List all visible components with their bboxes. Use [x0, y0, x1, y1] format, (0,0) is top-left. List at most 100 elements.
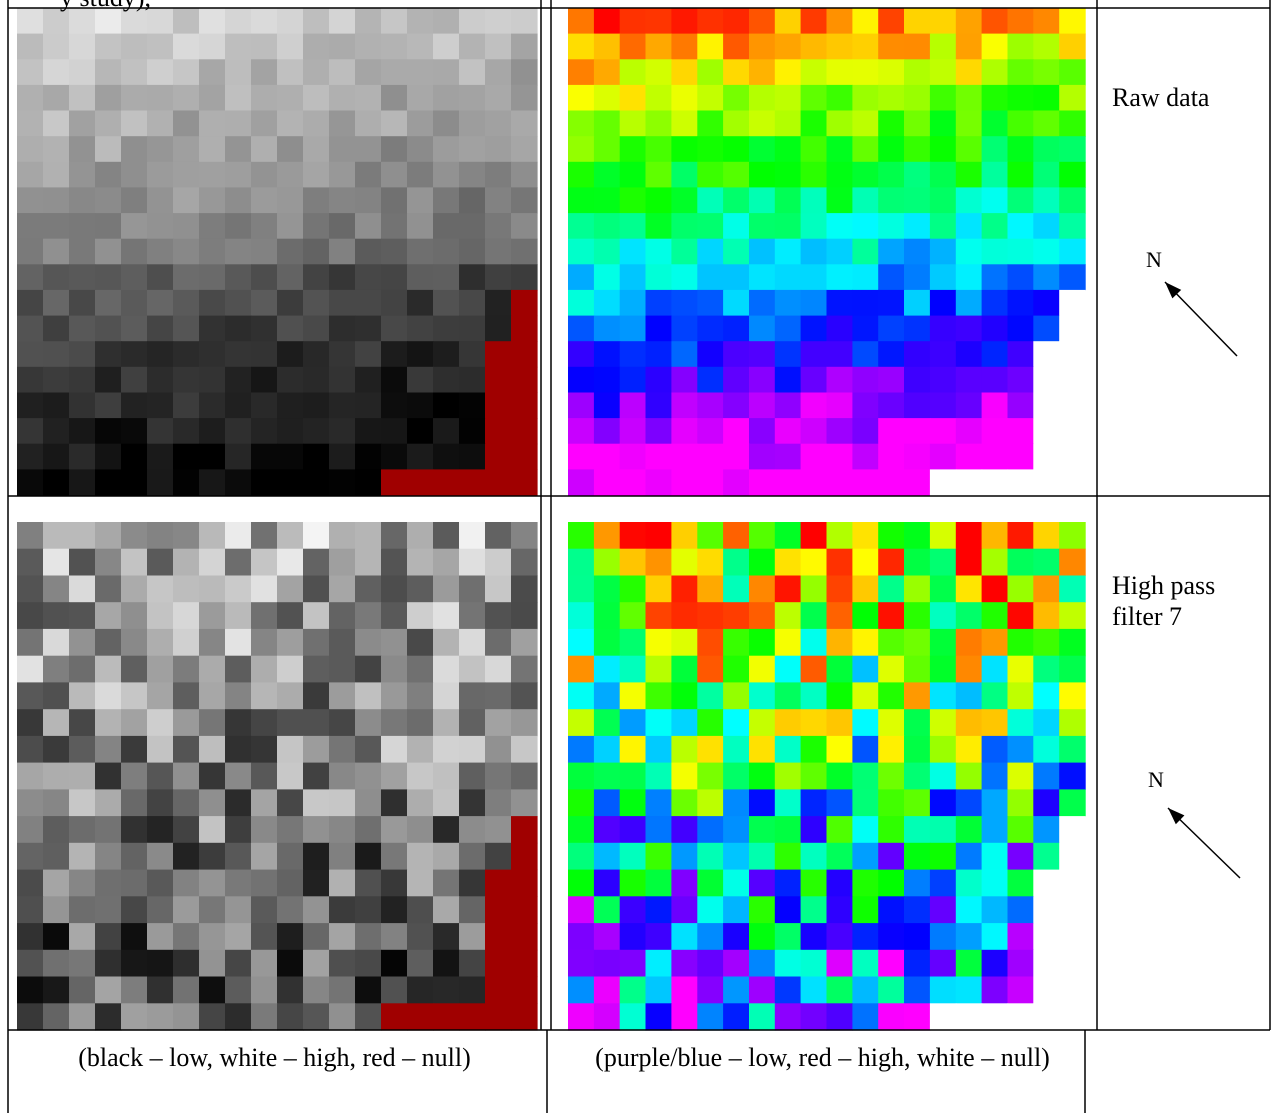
pixel — [95, 289, 122, 317]
pixel — [852, 923, 879, 951]
pixel — [955, 59, 983, 86]
pixel — [303, 59, 330, 86]
pixel — [1033, 418, 1060, 445]
pixel — [173, 59, 200, 86]
pixel — [121, 59, 148, 86]
pixel — [723, 628, 750, 657]
pixel — [749, 315, 776, 342]
pixel — [1059, 84, 1086, 112]
pixel — [69, 896, 96, 924]
pixel — [69, 923, 96, 951]
pixel — [645, 735, 672, 764]
pixel — [697, 789, 724, 817]
pixel — [800, 59, 828, 86]
pixel — [955, 735, 983, 764]
pixel — [17, 602, 44, 630]
pixel — [723, 418, 750, 445]
pixel — [407, 575, 434, 603]
pixel — [852, 762, 879, 790]
pixel — [774, 976, 802, 1004]
pixel — [852, 709, 879, 737]
pixel — [800, 896, 828, 924]
pixel — [671, 238, 698, 265]
pixel — [749, 655, 776, 683]
pixel — [1033, 842, 1060, 871]
pixel — [800, 315, 828, 342]
pixel — [955, 548, 983, 576]
pixel — [17, 187, 44, 214]
pixel — [407, 682, 434, 710]
pixel — [407, 392, 434, 419]
pixel — [433, 1003, 460, 1031]
pixel — [433, 709, 460, 737]
pixel — [95, 443, 122, 470]
pixel — [929, 161, 957, 188]
pixel — [568, 289, 595, 317]
pixel — [199, 59, 226, 86]
pixel — [121, 923, 148, 951]
pixel — [749, 264, 776, 291]
pixel — [355, 762, 382, 790]
pixel — [852, 59, 879, 86]
pixel — [1059, 187, 1086, 214]
pixel — [800, 8, 828, 35]
pixel — [303, 238, 330, 265]
pixel — [593, 110, 621, 137]
pixel — [723, 392, 750, 419]
pixel — [407, 8, 434, 35]
pixel — [485, 392, 512, 419]
pixel — [593, 548, 621, 576]
pixel — [619, 8, 647, 35]
pixel — [852, 735, 879, 764]
pixel — [251, 469, 278, 496]
pixel — [251, 136, 278, 163]
pixel — [225, 418, 252, 445]
pixel — [749, 709, 776, 737]
pixel — [225, 575, 252, 603]
pixel — [1033, 366, 1060, 393]
pixel — [1007, 949, 1034, 978]
pixel — [1007, 264, 1034, 291]
pixel — [852, 842, 879, 871]
pixel — [69, 59, 96, 86]
pixel — [69, 762, 96, 790]
pixel — [95, 110, 122, 137]
pixel — [69, 628, 96, 657]
pixel — [904, 392, 931, 419]
pixel — [433, 213, 460, 240]
pixel — [568, 762, 595, 790]
pixel — [749, 418, 776, 445]
pixel — [929, 136, 957, 163]
pixel — [485, 522, 512, 550]
pixel — [800, 628, 828, 657]
pixel — [511, 522, 538, 550]
pixel — [1059, 923, 1086, 951]
pixel — [69, 548, 96, 576]
pixel — [355, 187, 382, 214]
pixel — [826, 923, 853, 951]
pixel — [749, 392, 776, 419]
caption: (purple/blue – low, red – high, white – … — [595, 1043, 1050, 1072]
pixel — [199, 602, 226, 630]
pixel — [852, 392, 879, 419]
pixel — [619, 238, 647, 265]
pixel — [645, 59, 672, 86]
pixel — [17, 522, 44, 550]
pixel — [723, 289, 750, 317]
pixel — [511, 762, 538, 790]
north-label: N — [1148, 767, 1164, 792]
pixel — [749, 341, 776, 368]
pixel — [433, 315, 460, 342]
pixel — [511, 896, 538, 924]
pixel — [407, 949, 434, 978]
pixel — [878, 289, 905, 317]
pixel — [1033, 628, 1060, 657]
pixel — [645, 238, 672, 265]
pixel — [593, 628, 621, 657]
pixel — [199, 187, 226, 214]
pixel — [749, 187, 776, 214]
pixel — [929, 575, 957, 603]
pixel — [355, 110, 382, 137]
pixel — [199, 949, 226, 978]
pixel — [697, 682, 724, 710]
